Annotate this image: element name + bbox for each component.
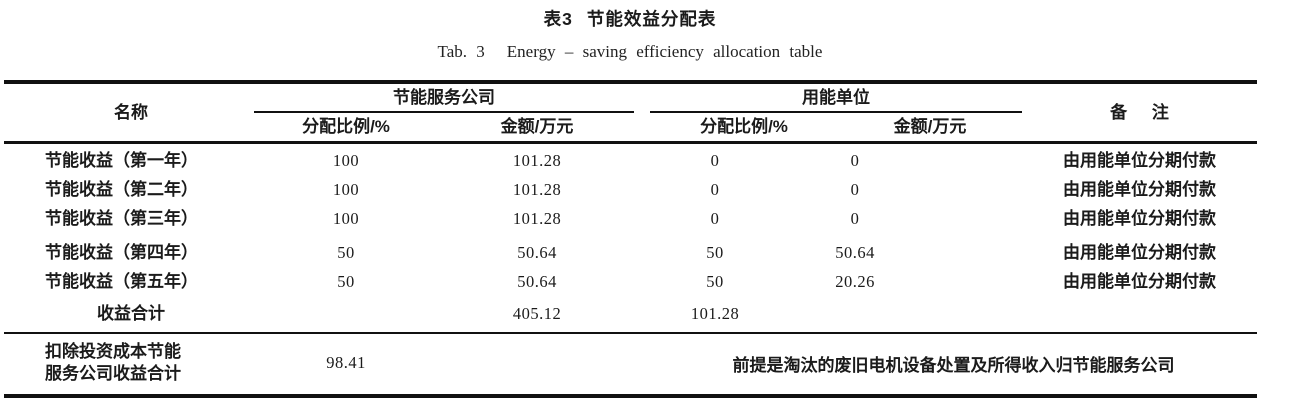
column-header-use-ratio: 分配比例/% xyxy=(700,117,788,136)
svc-amount-value: 50.64 xyxy=(517,272,557,291)
spacer xyxy=(634,299,650,329)
spacer xyxy=(634,267,650,297)
spacer xyxy=(930,299,1022,329)
svc-amount-value: 101.28 xyxy=(512,180,562,199)
spacer xyxy=(930,204,1022,234)
column-header-use-amount: 金额/万元 xyxy=(893,117,967,136)
rule-subtotal xyxy=(4,332,1257,334)
use-ratio-value: 0 xyxy=(710,209,720,228)
spacer xyxy=(930,146,1022,176)
remark-value: 由用能单位分期付款 xyxy=(1063,243,1216,262)
spacer xyxy=(930,238,1022,268)
table-row-year5: 节能收益（第五年） 50 50.64 50 20.26 由用能单位分期付款 xyxy=(10,267,1257,297)
row-name: 节能收益（第一年） xyxy=(45,151,198,170)
use-amount-value: 50.64 xyxy=(835,243,875,262)
remark-value: 由用能单位分期付款 xyxy=(1063,151,1216,170)
table-row-total: 收益合计 405.12 101.28 xyxy=(10,299,1257,329)
footnote-condition: 前提是淘汰的废旧电机设备处置及所得收入归节能服务公司 xyxy=(732,355,1175,375)
column-header-name: 名称 xyxy=(114,103,148,122)
table-title-cn: 表3 节能效益分配表 xyxy=(0,6,1260,31)
spacer xyxy=(634,146,650,176)
svc-ratio-value: 98.41 xyxy=(326,353,366,372)
row-name-line1: 扣除投资成本节能 xyxy=(45,342,181,361)
row-name: 收益合计 xyxy=(97,304,165,323)
row-name-line2: 服务公司收益合计 xyxy=(45,364,181,383)
use-ratio-value: 50 xyxy=(706,272,724,291)
svc-ratio-value: 100 xyxy=(332,180,360,199)
row-name: 节能收益（第五年） xyxy=(45,272,198,291)
spacer xyxy=(930,267,1022,297)
column-header-svc-ratio: 分配比例/% xyxy=(302,117,390,136)
remark-value xyxy=(1022,299,1257,329)
rule-bottom xyxy=(4,394,1257,398)
svc-ratio-value: 100 xyxy=(332,209,360,228)
use-amount-value: 0 xyxy=(850,151,860,170)
svc-amount-value: 50.64 xyxy=(517,243,557,262)
rule-top xyxy=(4,80,1257,84)
use-ratio-value: 101.28 xyxy=(690,304,740,323)
column-group-energy-user: 用能单位 xyxy=(802,88,870,107)
row-name: 节能收益（第四年） xyxy=(45,243,198,262)
use-ratio-value: 0 xyxy=(710,180,720,199)
table-row-year4: 节能收益（第四年） 50 50.64 50 50.64 由用能单位分期付款 xyxy=(10,238,1257,268)
use-amount-value: 0 xyxy=(850,209,860,228)
svc-ratio-value xyxy=(252,299,440,329)
table-row-net-total: 扣除投资成本节能 服务公司收益合计 98.41 前提是淘汰的废旧电机设备处置及所… xyxy=(10,334,1257,392)
column-header-svc-amount: 金额/万元 xyxy=(500,117,574,136)
table-title-en: Tab. 3 Energy – saving efficiency allocat… xyxy=(0,42,1260,62)
column-group-service-company: 节能服务公司 xyxy=(393,88,495,107)
use-ratio-value: 0 xyxy=(710,151,720,170)
use-amount-value: 20.26 xyxy=(835,272,875,291)
use-amount-value xyxy=(780,299,930,329)
table-row-year3: 节能收益（第三年） 100 101.28 0 0 由用能单位分期付款 xyxy=(10,204,1257,234)
spacer xyxy=(634,238,650,268)
svc-amount-value: 405.12 xyxy=(512,304,562,323)
row-name: 扣除投资成本节能 服务公司收益合计 xyxy=(10,341,252,385)
svc-amount-value: 101.28 xyxy=(512,209,562,228)
svc-ratio-value: 50 xyxy=(337,272,355,291)
table-title-cn-text: 节能效益分配表 xyxy=(586,9,717,29)
remark-value: 由用能单位分期付款 xyxy=(1063,209,1216,228)
table-number-cn: 表3 xyxy=(543,9,573,29)
remark-value: 由用能单位分期付款 xyxy=(1063,180,1216,199)
rule-header-bottom xyxy=(4,141,1257,144)
remark-value: 由用能单位分期付款 xyxy=(1063,272,1216,291)
use-ratio-value: 50 xyxy=(706,243,724,262)
table-number-en: Tab. 3 xyxy=(437,42,485,61)
table-row-year1: 节能收益（第一年） 100 101.28 0 0 由用能单位分期付款 xyxy=(10,146,1257,176)
column-header-remark: 备 注 xyxy=(1110,103,1169,122)
svc-ratio-value: 50 xyxy=(337,243,355,262)
table-title-en-text: Energy – saving efficiency allocation ta… xyxy=(506,42,823,61)
spacer xyxy=(634,175,650,205)
svc-amount-value: 101.28 xyxy=(512,151,562,170)
rule-group1-span xyxy=(254,111,634,113)
table-row-year2: 节能收益（第二年） 100 101.28 0 0 由用能单位分期付款 xyxy=(10,175,1257,205)
row-name: 节能收益（第二年） xyxy=(45,180,198,199)
spacer xyxy=(634,204,650,234)
row-name: 节能收益（第三年） xyxy=(45,209,198,228)
spacer xyxy=(930,175,1022,205)
rule-group2-span xyxy=(650,111,1022,113)
use-amount-value: 0 xyxy=(850,180,860,199)
svc-ratio-value: 100 xyxy=(332,151,360,170)
